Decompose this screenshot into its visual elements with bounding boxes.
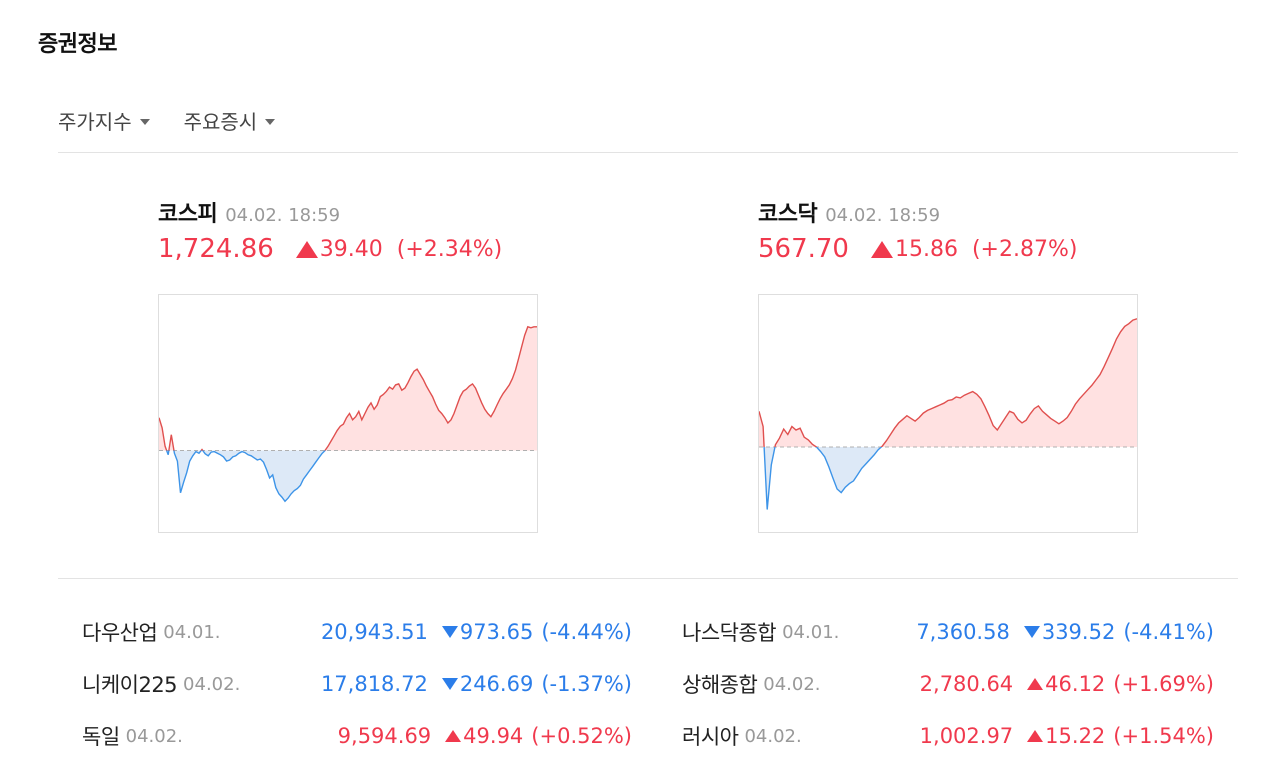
market-date: 04.01. (782, 621, 840, 643)
index-change-pct: (+2.34%) (396, 236, 503, 262)
triangle-up-icon (870, 240, 893, 258)
kospi-card[interactable]: 코스피 04.02. 18:59 1,724.86 39.40 (+2.34%) (158, 196, 538, 264)
index-name: 코스닥 (758, 202, 818, 227)
triangle-down-icon (1023, 626, 1040, 638)
market-change: 46.12 (1045, 672, 1106, 696)
market-row-dow[interactable]: 다우산업 04.01. 20,943.51 973.65 (-4.44%) (82, 614, 632, 650)
triangle-up-icon (445, 730, 462, 742)
market-pct: (-4.44%) (541, 620, 632, 644)
market-name: 러시아 (682, 725, 739, 749)
chart-line-up (759, 318, 1137, 447)
market-row-nasdaq[interactable]: 나스닥종합 04.01. 7,360.58 339.52 (-4.41%) (682, 614, 1214, 650)
market-value: 17,818.72 (320, 672, 428, 696)
market-row-russia[interactable]: 러시아 04.02. 1,002.97 15.22 (+1.54%) (682, 718, 1214, 754)
index-change-value: 15.86 (894, 236, 958, 262)
market-pct: (+0.52%) (531, 724, 632, 748)
market-pct: (+1.69%) (1113, 672, 1214, 696)
market-date: 04.02. (183, 673, 241, 695)
kosdaq-chart[interactable] (758, 294, 1138, 533)
tab-label: 주요증시 (183, 110, 258, 134)
chart-line-up (159, 325, 537, 451)
index-change-value: 39.40 (319, 236, 383, 262)
tab-label: 주가지수 (58, 110, 132, 134)
chart-area-down (759, 447, 1137, 510)
market-row-nikkei[interactable]: 니케이225 04.02. 17,818.72 246.69 (-1.37%) (82, 666, 632, 702)
market-change: 339.52 (1041, 620, 1116, 644)
market-change: 49.94 (463, 724, 524, 748)
index-time: 04.02. 18:59 (225, 205, 341, 226)
market-name: 나스닥종합 (682, 621, 777, 645)
market-date: 04.02. (125, 725, 183, 747)
index-change: 39.40 (295, 236, 383, 262)
market-row-shanghai[interactable]: 상해종합 04.02. 2,780.64 46.12 (+1.69%) (682, 666, 1214, 702)
market-pct: (-4.41%) (1123, 620, 1214, 644)
caret-down-icon (139, 118, 150, 125)
market-name: 독일 (82, 725, 120, 749)
index-tabs: 주가지수 주요증시 (58, 106, 309, 135)
caret-down-icon (265, 118, 276, 125)
divider (58, 578, 1238, 579)
section-title: 증권정보 (38, 32, 117, 57)
market-value: 1,002.97 (919, 724, 1014, 748)
market-change: 15.22 (1045, 724, 1106, 748)
kospi-chart[interactable] (158, 294, 538, 533)
kospi-chart-svg (159, 325, 537, 503)
market-value: 9,594.69 (337, 724, 432, 748)
market-name: 다우산업 (82, 621, 158, 645)
chart-line-down (763, 447, 883, 510)
tab-major-markets[interactable]: 주요증시 (184, 106, 276, 135)
chart-area-up (759, 318, 1137, 447)
chart-area-down (166, 450, 325, 502)
market-pct: (-1.37%) (541, 672, 632, 696)
triangle-down-icon (441, 626, 458, 638)
market-name: 상해종합 (682, 673, 758, 697)
market-date: 04.02. (744, 725, 802, 747)
chart-area-up (159, 326, 537, 451)
market-change: 973.65 (459, 620, 534, 644)
tab-stock-index[interactable]: 주가지수 (58, 106, 150, 135)
triangle-up-icon (295, 240, 318, 258)
market-value: 7,360.58 (916, 620, 1010, 644)
index-change: 15.86 (870, 236, 958, 262)
kosdaq-card[interactable]: 코스닥 04.02. 18:59 567.70 15.86 (+2.87%) (758, 196, 1138, 264)
kosdaq-chart-svg (759, 318, 1137, 510)
triangle-up-icon (1027, 730, 1044, 742)
market-value: 2,780.64 (919, 672, 1014, 696)
divider (58, 152, 1238, 153)
market-change: 246.69 (459, 672, 534, 696)
market-value: 20,943.51 (320, 620, 428, 644)
market-date: 04.02. (763, 673, 821, 695)
market-name: 니케이225 (82, 673, 178, 697)
index-value: 1,724.86 (158, 234, 274, 264)
market-date: 04.01. (163, 621, 221, 643)
market-pct: (+1.54%) (1113, 724, 1214, 748)
index-time: 04.02. 18:59 (825, 205, 941, 226)
index-value: 567.70 (758, 234, 849, 264)
market-row-germany[interactable]: 독일 04.02. 9,594.69 49.94 (+0.52%) (82, 718, 632, 754)
chart-line-down (165, 450, 326, 503)
index-name: 코스피 (158, 202, 218, 227)
index-change-pct: (+2.87%) (971, 236, 1078, 262)
triangle-down-icon (441, 678, 458, 690)
triangle-up-icon (1027, 678, 1044, 690)
